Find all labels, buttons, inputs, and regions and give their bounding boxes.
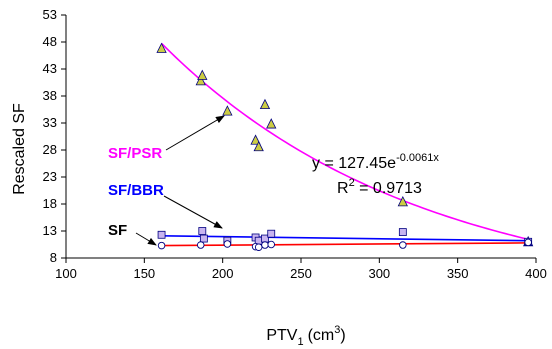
fit-r-squared-value: = 0.9713	[355, 180, 422, 197]
arrow-sf-bbr	[163, 195, 223, 229]
fit-line-series-1	[161, 235, 529, 242]
y-tick-label: 38	[43, 88, 57, 103]
x-tick-label: 400	[525, 266, 547, 281]
y-tick-label: 23	[43, 169, 57, 184]
fit-line-series-2	[161, 242, 529, 247]
label-sf-psr: SF/PSR	[108, 145, 162, 162]
x-tick-label: 250	[290, 266, 312, 281]
fit-equation: y = 127.45e-0.0061x	[312, 152, 439, 172]
data-point-series-0	[156, 42, 167, 53]
x-axis-title-main: PTV	[266, 327, 297, 344]
fit-r-squared: R2 = 0.9713	[337, 177, 422, 197]
arrow-sf	[135, 232, 157, 246]
data-point-series-0	[195, 74, 206, 86]
data-point-series-2	[524, 238, 532, 247]
data-point-series-1	[198, 227, 207, 235]
fit-equation-base: y = 127.45e	[312, 155, 396, 172]
label-sf: SF	[108, 222, 127, 239]
data-point-series-1	[157, 230, 166, 239]
data-point-series-2	[157, 241, 166, 250]
x-axis-title-sub: 1	[297, 336, 303, 348]
fit-r-squared-r: R	[337, 180, 349, 197]
y-tick-label: 33	[43, 115, 57, 130]
data-point-series-0	[222, 105, 233, 116]
x-axis-title-sup: 3	[334, 324, 340, 336]
fit-r-squared-sup: 2	[349, 177, 355, 189]
y-tick-label: 43	[43, 61, 57, 76]
data-point-series-0	[397, 195, 408, 207]
y-tick-label: 28	[43, 142, 57, 157]
data-point-series-2	[399, 241, 407, 249]
fit-equation-exponent: -0.0061x	[396, 152, 439, 164]
data-point-series-1	[398, 228, 407, 236]
x-tick-label: 200	[212, 266, 234, 281]
data-point-series-0	[266, 118, 277, 129]
y-tick-label: 48	[43, 34, 57, 49]
data-point-series-1	[267, 229, 276, 238]
x-tick-label: 150	[133, 266, 155, 281]
y-tick-label: 53	[43, 7, 57, 22]
fit-line-series-0	[161, 42, 529, 241]
data-point-series-2	[254, 243, 263, 251]
x-tick-label: 100	[55, 266, 77, 281]
data-point-series-0	[197, 69, 208, 80]
x-axis-title: PTV1 (cm3)	[266, 324, 345, 348]
markers	[156, 42, 534, 251]
data-point-series-1	[199, 234, 208, 243]
x-tick-label: 350	[447, 266, 469, 281]
x-axis-title-close: )	[340, 327, 345, 344]
label-sf-bbr: SF/BBR	[108, 182, 164, 199]
data-point-series-2	[223, 240, 232, 248]
y-tick-label: 13	[43, 223, 57, 238]
arrow-sf-psr	[165, 115, 225, 151]
x-axis-title-unit: (cm	[308, 327, 335, 344]
y-axis-title: Rescaled SF	[11, 103, 28, 195]
x-tick-label: 300	[368, 266, 390, 281]
data-point-series-2	[261, 241, 269, 249]
y-tick-label: 18	[43, 196, 57, 211]
data-point-series-2	[267, 240, 275, 249]
data-point-series-0	[259, 98, 271, 110]
axes: 8 13 18 23 28 33 38 43 48 53 100 150 200 250 300 350 400	[43, 7, 547, 281]
data-point-series-0	[253, 140, 264, 152]
data-point-series-2	[196, 241, 205, 249]
y-tick-label: 8	[50, 250, 57, 265]
fit-lines	[161, 42, 529, 247]
data-point-series-0	[250, 134, 261, 145]
